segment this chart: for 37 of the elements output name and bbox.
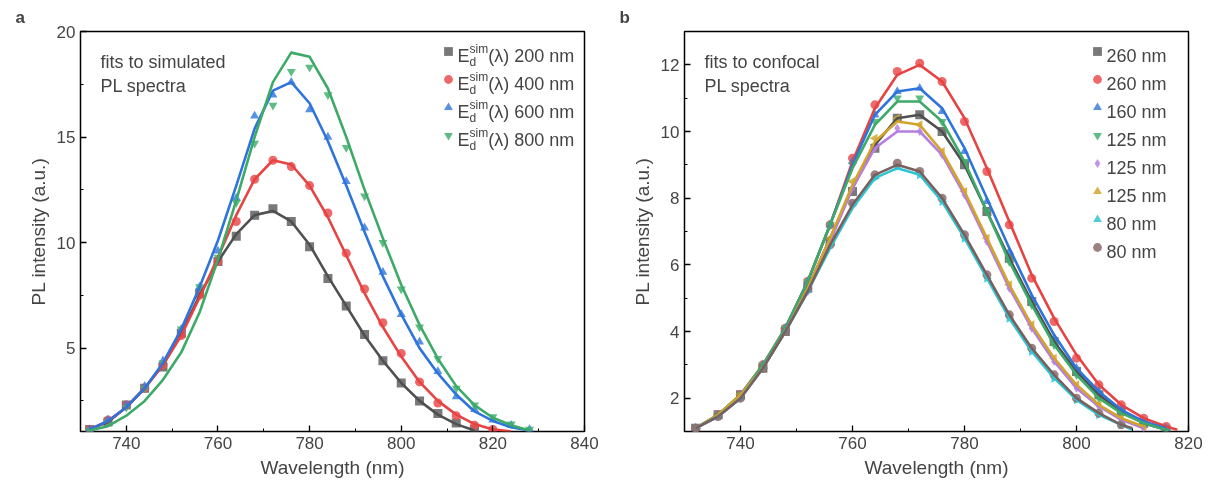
y-tick-label: 15 (56, 128, 76, 148)
x-axis-title: Wavelength (nm) (864, 456, 1009, 478)
x-tick-label: 820 (1174, 433, 1203, 453)
legend-label: 80 nm (1106, 213, 1157, 234)
x-tick-label: 800 (1062, 433, 1091, 453)
annotation: fits to simulated PL spectra (100, 51, 226, 96)
x-tick-label: 840 (570, 433, 599, 453)
legend-label: 125 nm (1106, 129, 1167, 150)
legend-label: 125 nm (1106, 157, 1167, 178)
annotation: fits to confocal PL spectra (704, 51, 820, 96)
legend-label: 260 nm (1106, 73, 1167, 94)
y-axis-title: PL intensity (a.u.) (27, 158, 49, 306)
chart-title: b (619, 7, 630, 27)
x-tick-label: 820 (478, 433, 508, 453)
y-tick-label: 12 (660, 55, 680, 75)
y-tick-label: 2 (670, 389, 680, 409)
y-tick-label: 5 (66, 339, 76, 359)
legend-label: 125 nm (1106, 185, 1167, 206)
legend-label: 80 nm (1106, 241, 1157, 262)
y-tick-label: 4 (670, 322, 680, 342)
x-axis-title: Wavelength (nm) (260, 456, 405, 478)
y-tick-label: 10 (56, 233, 76, 253)
x-tick-label: 760 (838, 433, 867, 453)
legend-label: 160 nm (1106, 101, 1167, 122)
x-tick-label: 780 (295, 433, 324, 453)
x-tick-label: 780 (950, 433, 979, 453)
x-tick-label: 740 (112, 433, 141, 453)
chart-title: a (15, 7, 26, 27)
y-axis-title: PL intensity (a.u.) (631, 158, 653, 306)
x-tick-label: 760 (203, 433, 233, 453)
y-tick-label: 20 (56, 22, 76, 42)
y-tick-label: 10 (660, 122, 680, 142)
x-tick-label: 740 (726, 433, 755, 453)
x-tick-label: 800 (387, 433, 416, 453)
y-tick-label: 6 (670, 255, 680, 275)
legend-label: 260 nm (1106, 45, 1167, 66)
y-tick-label: 8 (670, 189, 680, 209)
